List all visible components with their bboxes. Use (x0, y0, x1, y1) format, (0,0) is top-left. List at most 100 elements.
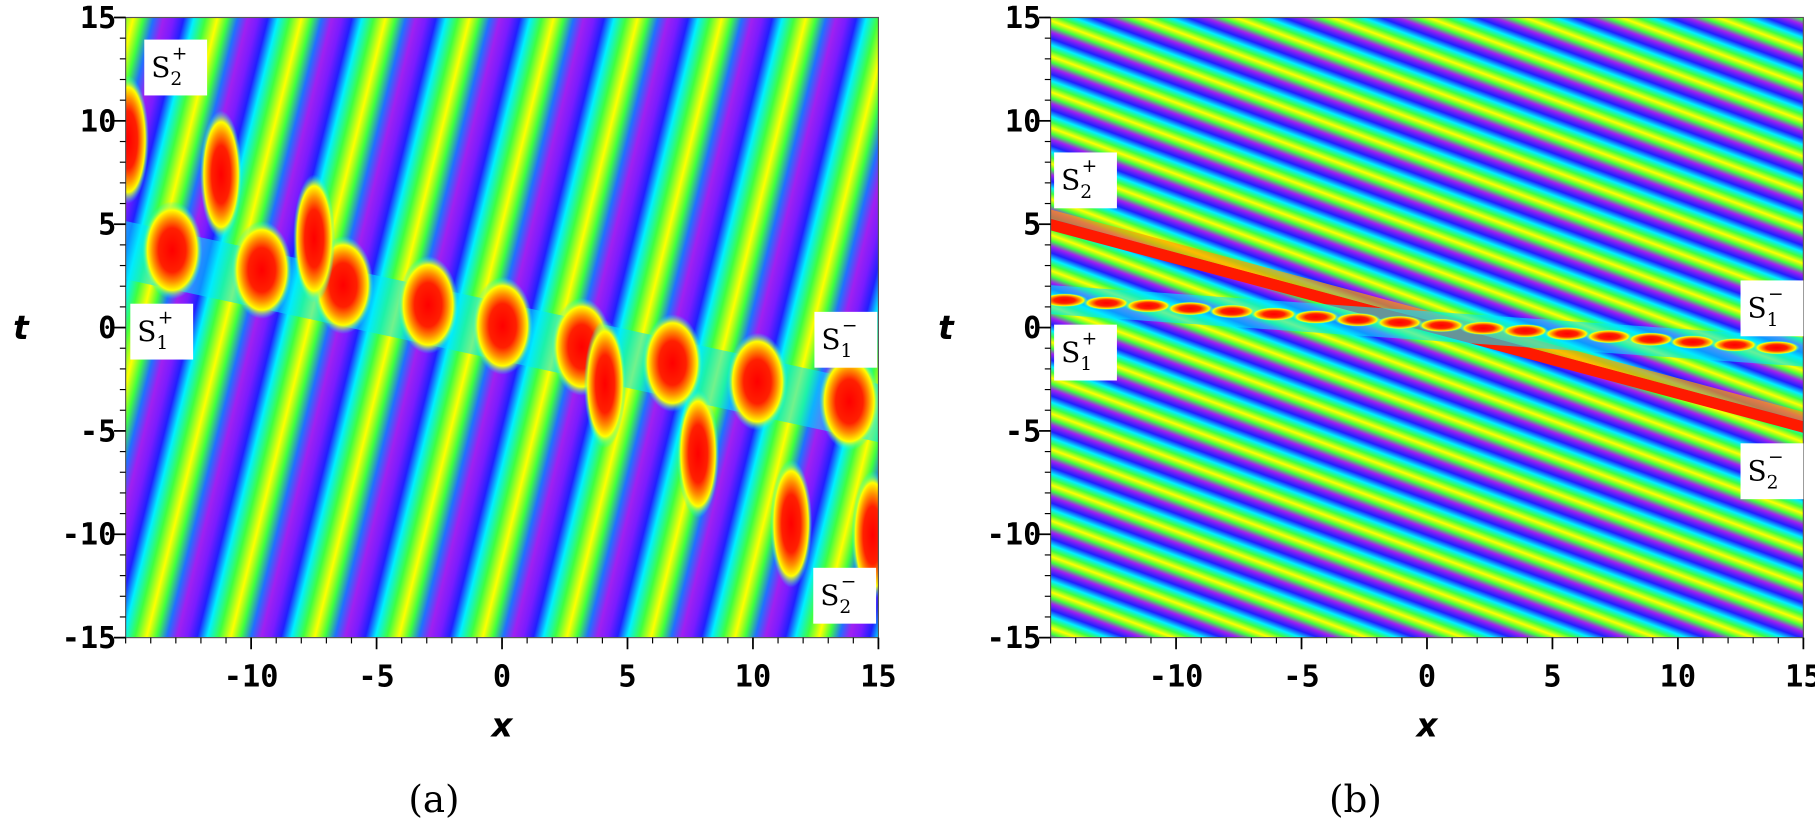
annotation-sup: + (158, 307, 174, 328)
soliton-peak (1125, 298, 1172, 313)
x-axis-label: x (490, 707, 514, 745)
y-tick-label: 0 (98, 311, 116, 346)
y-tick-label: 0 (1023, 311, 1041, 346)
soliton-peak (1753, 340, 1800, 355)
annotation-sub: 1 (841, 341, 853, 362)
y-tick-label: -10 (62, 518, 117, 553)
annotation-box (1054, 324, 1117, 381)
annotation-sub: 2 (1767, 473, 1779, 494)
soliton-peak (397, 256, 459, 354)
x-axis-label: x (1414, 707, 1438, 745)
soliton-peak (231, 221, 293, 319)
caption: (b) (1329, 777, 1382, 818)
soliton-peak (642, 314, 703, 412)
x-tick-label: 15 (860, 659, 896, 694)
annotation-text: S (821, 323, 840, 356)
y-tick-label: 10 (80, 104, 116, 139)
annotation-box (1054, 152, 1117, 209)
soliton-peak (293, 174, 336, 303)
y-tick-label: -15 (987, 621, 1042, 656)
y-tick-label: 15 (1005, 1, 1041, 36)
x-tick-label: 0 (493, 659, 511, 694)
caption: (a) (408, 777, 459, 818)
annotation: S2 − (820, 572, 856, 619)
annotation-sup: − (1768, 284, 1784, 305)
annotation-sup: − (842, 316, 858, 337)
heatmap-image (1050, 17, 1804, 638)
annotation-box (1740, 443, 1804, 500)
annotation-text: S (1061, 164, 1080, 197)
y-tick-label: 15 (80, 1, 116, 36)
y-tick-label: 5 (1023, 208, 1041, 243)
annotation-sup: + (172, 43, 188, 64)
annotation: S2 + (151, 43, 187, 90)
annotation-text: S (137, 315, 156, 348)
soliton-peak (1669, 335, 1717, 350)
annotation-box (1740, 280, 1804, 337)
y-tick-label: -5 (80, 414, 116, 449)
x-tick-label: 5 (618, 659, 636, 694)
soliton-peak (851, 471, 879, 600)
x-tick-label: 15 (1785, 659, 1815, 694)
soliton-peak (1292, 309, 1340, 324)
annotation-sub: 2 (170, 69, 182, 90)
soliton-peak (1543, 326, 1591, 341)
x-tick-label: -5 (358, 659, 394, 694)
soliton-peak (1208, 304, 1256, 319)
soliton-peak (727, 332, 788, 431)
annotation-box (813, 567, 877, 624)
soliton-peak (819, 352, 879, 451)
soliton-peak (1627, 332, 1675, 347)
soliton-peak (584, 319, 626, 448)
annotation-sup: + (1082, 156, 1098, 177)
soliton-peak (1502, 323, 1549, 338)
y-tick-label: -10 (987, 518, 1042, 553)
x-tick-label: -10 (1149, 659, 1204, 694)
annotation-sub: 1 (1080, 354, 1092, 375)
annotation-sub: 2 (1080, 182, 1092, 203)
annotation: S2 + (1061, 156, 1097, 203)
y-tick-label: 10 (1005, 104, 1041, 139)
annotation: S1 − (1748, 284, 1784, 331)
soliton-peak (200, 110, 242, 239)
annotation-text: S (1748, 292, 1767, 325)
annotation: S1 + (1061, 328, 1097, 375)
y-tick-label: -5 (1005, 414, 1041, 449)
annotation-sub: 2 (839, 597, 851, 618)
annotation-sub: 1 (1767, 310, 1779, 331)
x-tick-label: 0 (1418, 659, 1436, 694)
soliton-peak (1418, 318, 1465, 333)
annotation-box (130, 303, 194, 360)
x-tick-label: 10 (1660, 659, 1696, 694)
annotation-box (814, 311, 878, 368)
annotation-text: S (820, 579, 839, 612)
y-axis-label: t (938, 309, 955, 347)
soliton-peak (1585, 329, 1633, 344)
soliton-peak (770, 459, 813, 588)
annotation-box (144, 39, 208, 96)
heatmap-image (125, 17, 879, 638)
soliton-peak (125, 75, 149, 204)
annotation-sup: − (841, 572, 857, 593)
soliton-peak (472, 276, 533, 375)
soliton-peak (1711, 337, 1758, 352)
annotation: S1 + (137, 307, 173, 354)
soliton-peak (141, 201, 203, 300)
x-tick-label: 5 (1543, 659, 1561, 694)
annotation-text: S (1061, 336, 1080, 369)
annotation-text: S (151, 51, 170, 84)
annotation-sub: 1 (156, 333, 168, 354)
soliton-peak (1083, 296, 1130, 310)
soliton-peak (1166, 301, 1214, 316)
x-tick-label: 10 (735, 659, 771, 694)
soliton-peak (1050, 293, 1088, 308)
soliton-peak (1250, 307, 1298, 322)
annotation: S1 − (821, 316, 857, 363)
soliton-peak (677, 389, 720, 518)
x-tick-label: -5 (1283, 659, 1319, 694)
annotation-sup: − (1768, 447, 1784, 468)
annotation-sup: + (1082, 328, 1098, 349)
annotation-text: S (1748, 455, 1767, 488)
